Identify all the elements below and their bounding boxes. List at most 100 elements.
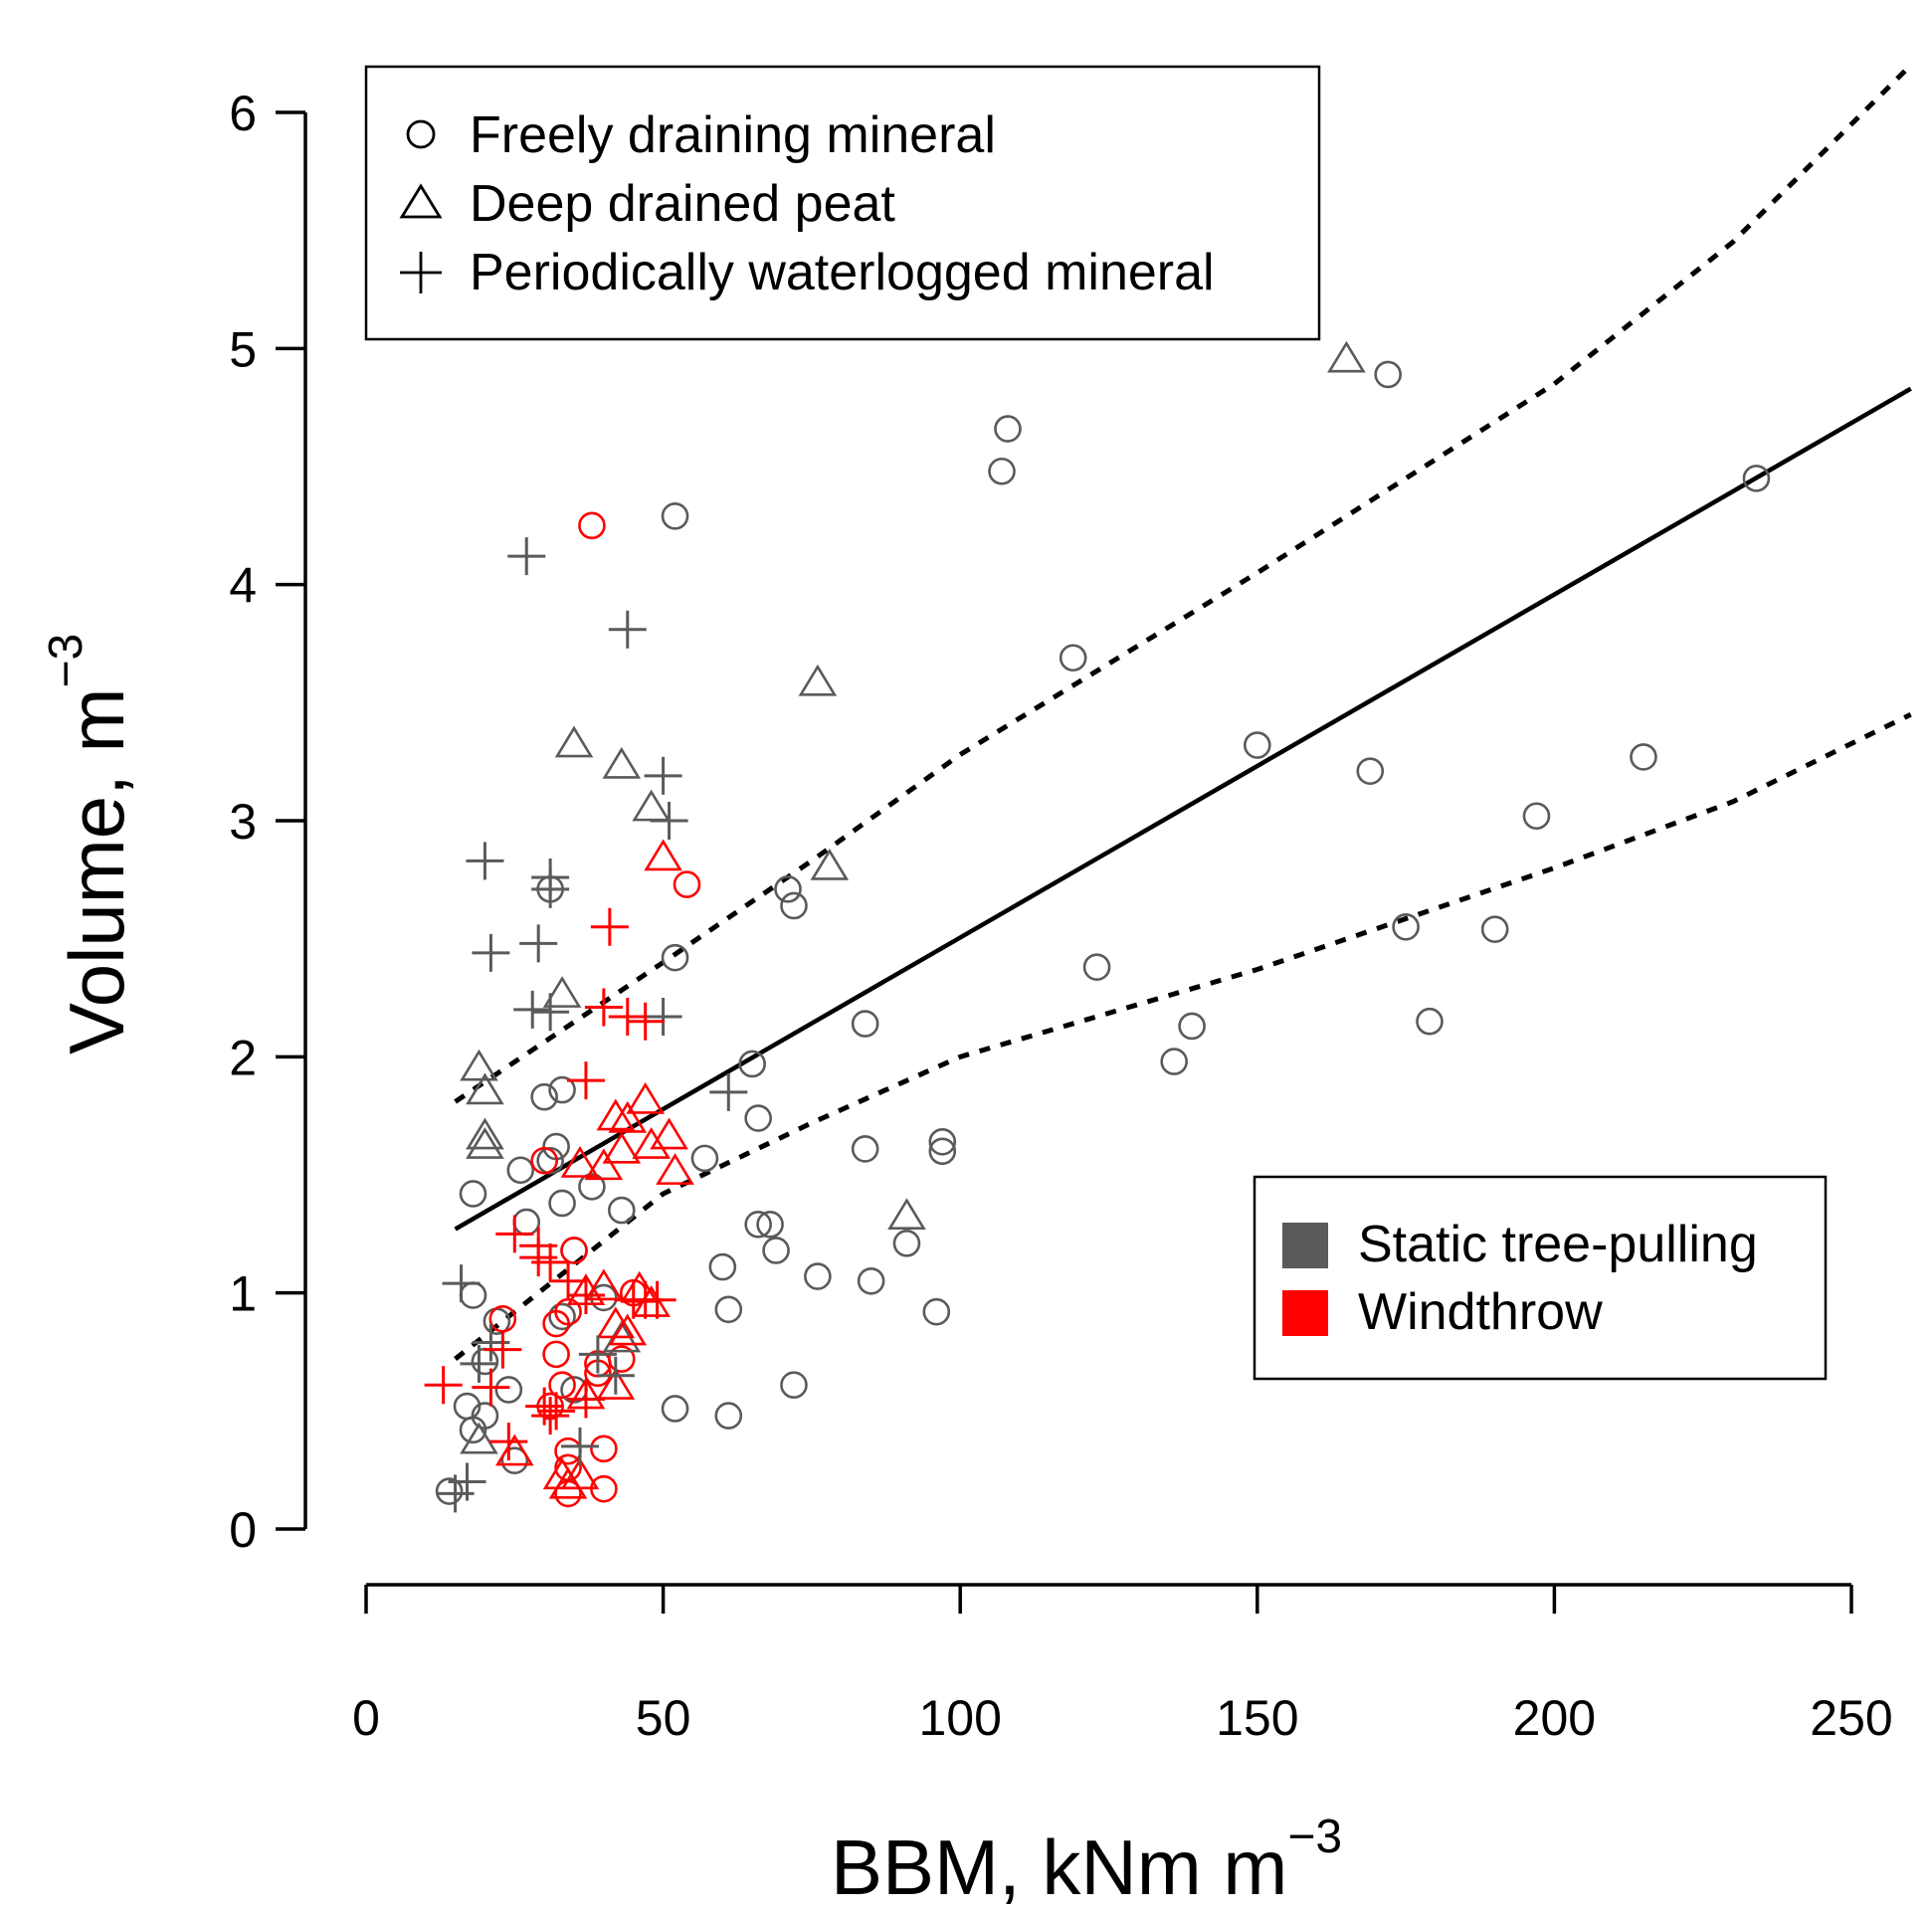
data-point-circle [578,1173,606,1201]
data-point-triangle [626,1081,665,1114]
regression-lines [454,63,1913,1362]
data-point-circle [780,891,808,920]
x-tick-label: 250 [1810,1690,1892,1746]
y-axis-title: Volume, m−3 [40,634,140,1054]
data-point-triangle [608,1313,648,1346]
data-point-circle [1356,757,1385,785]
data-point-circle [530,1146,558,1175]
regression-fit-line [454,386,1912,1232]
data-point-triangle [596,1368,636,1400]
data-point-triangle [466,1127,504,1159]
data-point-circle [762,1237,790,1264]
data-point-circle [542,1340,570,1369]
data-point-triangle [466,1117,504,1150]
data-point-circle [780,1371,808,1400]
color-legend: Static tree-pulling Windthrow [1253,1175,1828,1381]
data-point-circle [1522,802,1551,831]
data-point-plus [519,1239,558,1277]
data-point-circle [500,1446,529,1474]
data-point-circle [708,1252,737,1281]
data-point-triangle [632,1285,671,1317]
data-point-triangle [810,848,850,880]
data-point-circle [560,1237,588,1264]
data-point-plus [626,1280,665,1319]
data-point-circle [536,1146,564,1175]
data-point-plus [626,1002,665,1041]
y-tick-label: 6 [229,86,257,141]
legend-label-windthrow: Windthrow [1358,1283,1603,1341]
data-point-triangle [1327,340,1366,373]
data-point-circle [673,870,701,898]
data-point-circle [774,875,802,903]
data-point-plus [566,1380,605,1419]
data-point-circle [1392,912,1420,941]
data-point-circle [548,1371,576,1400]
data-point-circle [1082,953,1111,981]
data-point-plus [608,610,647,649]
data-point-circle [892,1230,921,1257]
data-point-circle [804,1262,832,1290]
data-point-plus [549,1261,588,1300]
data-point-circle [530,1082,558,1111]
confidence-lower-line [454,711,1912,1362]
legend-circle-icon [406,119,436,149]
legend-plus-icon [400,252,442,293]
data-point-circle [1480,915,1509,943]
data-point-plus [566,1276,605,1315]
data-point-triangle [632,789,671,822]
data-point-circle [988,457,1016,485]
legend-swatch-windthrow [1282,1290,1328,1336]
data-point-circle [459,1416,487,1444]
legend-triangle-icon [399,183,443,219]
data-point-triangle [650,1117,688,1150]
y-axis-title-text: Volume, m [53,688,140,1054]
data-point-circle [714,1402,743,1430]
data-point-triangle [460,1422,498,1454]
data-point-triangle [620,1270,660,1303]
y-ticks: 0 1 2 3 4 5 6 [229,86,305,1558]
data-point-triangle [798,664,838,696]
data-point-circle [922,1297,951,1326]
data-point-circle [928,1137,957,1166]
x-tick-label: 200 [1513,1690,1596,1746]
data-point-plus [495,1215,534,1253]
data-point-triangle [584,1148,624,1181]
data-point-circle [994,415,1022,443]
data-point-circle [738,1050,766,1078]
x-tick-label: 0 [352,1690,380,1746]
data-point-plus [424,1366,463,1405]
data-point-plus [436,1474,475,1513]
data-point-circle [1742,465,1771,492]
data-point-triangle [644,839,682,871]
x-tick-label: 150 [1216,1690,1298,1746]
data-point-triangle [632,1127,671,1159]
data-point-triangle [466,1072,504,1105]
axes: 0 1 2 3 4 5 6 0 50 100 150 200 250 [229,86,1893,1746]
data-point-circle [1244,731,1271,759]
legend-label-freely-draining: Freely draining mineral [470,106,996,164]
data-point-plus [483,1330,522,1369]
data-point-plus [507,537,546,576]
y-tick-label: 4 [229,558,257,614]
y-tick-label: 5 [229,321,257,377]
x-ticks: 0 50 100 150 200 250 [352,1585,1893,1746]
data-point-circle [435,1477,464,1505]
data-point-plus [709,1072,748,1111]
data-point-circle [661,1395,689,1423]
data-point-circle [471,1347,499,1376]
data-point-plus [472,1368,510,1407]
data-point-triangle [560,1146,600,1178]
data-point-plus [519,924,558,963]
data-point-plus [650,802,688,840]
data-point-triangle [460,1049,498,1081]
data-point-plus [513,990,552,1029]
y-tick-label: 3 [229,794,257,850]
legend-label-static-tree-pulling: Static tree-pulling [1358,1216,1758,1273]
data-point-circle [851,1010,879,1038]
data-point-circle [459,1180,487,1208]
y-axis-title-exponent: −3 [40,634,93,688]
data-point-triangle [554,725,594,758]
data-point-circle [857,1267,885,1295]
data-point-circle [928,1127,957,1156]
